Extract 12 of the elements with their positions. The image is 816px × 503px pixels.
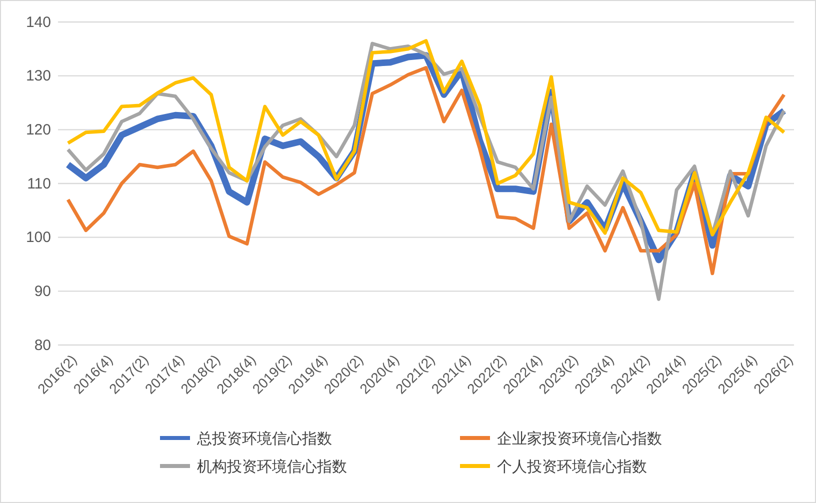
y-tick-label: 140 [26, 14, 51, 31]
legend-label: 总投资环境信心指数 [196, 429, 332, 448]
legend-label: 个人投资环境信心指数 [497, 457, 647, 476]
y-tick-label: 130 [26, 68, 51, 85]
y-tick-label: 120 [26, 121, 51, 138]
y-tick-label: 90 [34, 282, 51, 300]
legend-label: 机构投资环境信心指数 [197, 457, 347, 476]
y-tick-label: 100 [26, 229, 51, 246]
y-tick-label: 80 [34, 336, 51, 354]
line-series [66, 39, 786, 236]
legend-label: 企业家投资环境信心指数 [497, 429, 662, 448]
y-tick-label: 110 [27, 175, 51, 192]
